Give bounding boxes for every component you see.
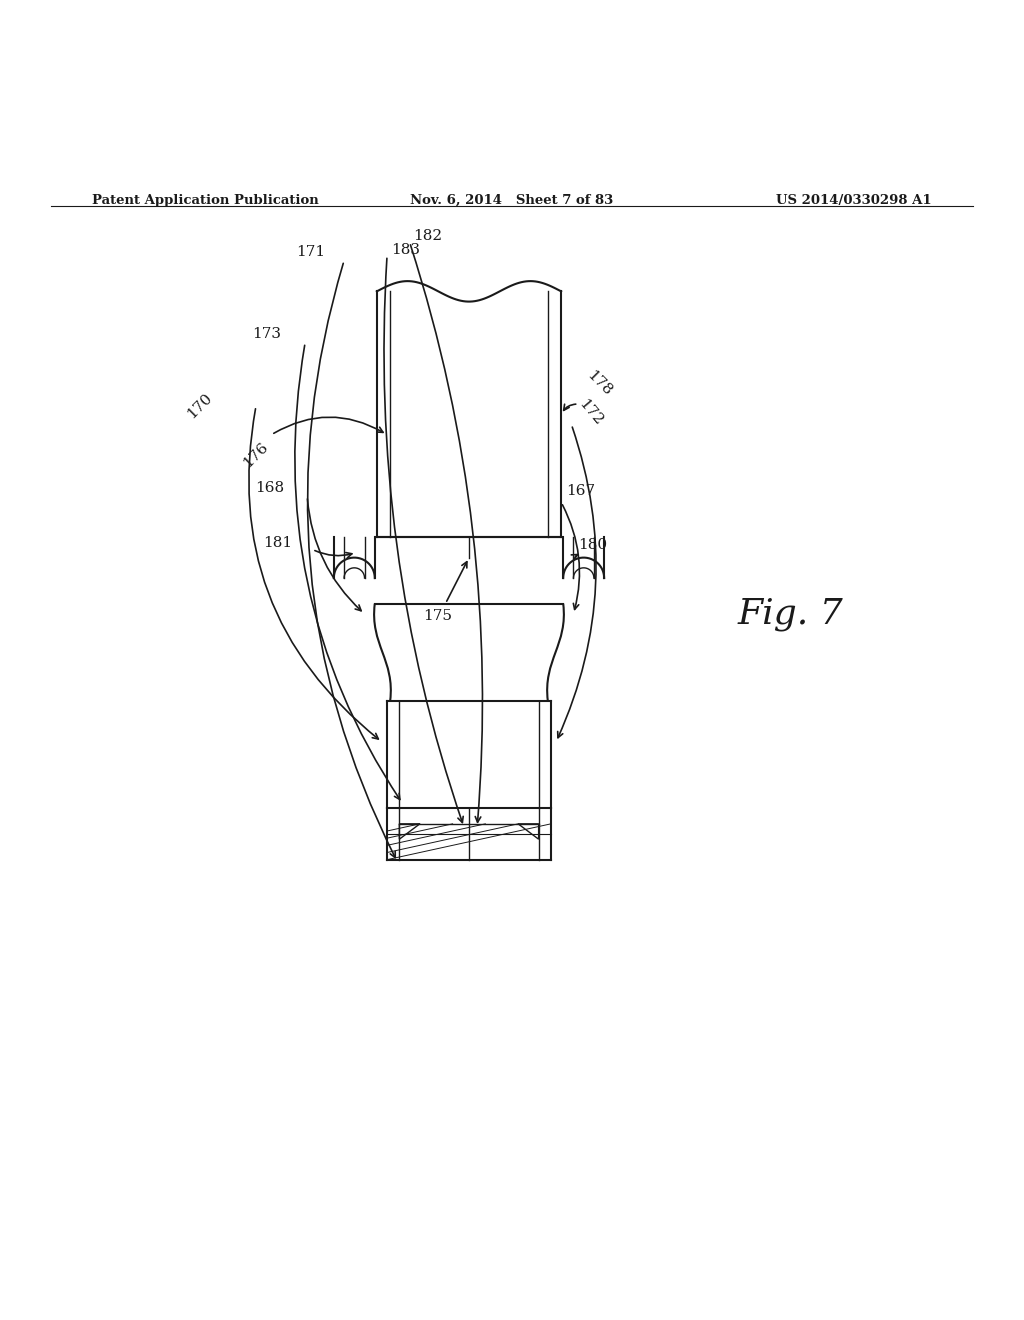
Text: Nov. 6, 2014   Sheet 7 of 83: Nov. 6, 2014 Sheet 7 of 83 — [411, 194, 613, 207]
Text: 172: 172 — [575, 396, 605, 428]
Text: 173: 173 — [253, 327, 282, 342]
Text: 167: 167 — [566, 484, 595, 498]
Text: 175: 175 — [423, 609, 452, 623]
Text: 170: 170 — [184, 391, 215, 421]
Text: Patent Application Publication: Patent Application Publication — [92, 194, 318, 207]
Text: 182: 182 — [413, 230, 441, 243]
Text: 178: 178 — [584, 368, 614, 399]
Text: 168: 168 — [256, 480, 285, 495]
Text: Fig. 7: Fig. 7 — [737, 597, 843, 631]
Text: US 2014/0330298 A1: US 2014/0330298 A1 — [776, 194, 932, 207]
Text: 171: 171 — [297, 246, 326, 260]
Text: 176: 176 — [241, 440, 271, 470]
Text: 183: 183 — [391, 243, 420, 257]
Text: 181: 181 — [263, 536, 292, 550]
Text: 180: 180 — [579, 539, 607, 552]
